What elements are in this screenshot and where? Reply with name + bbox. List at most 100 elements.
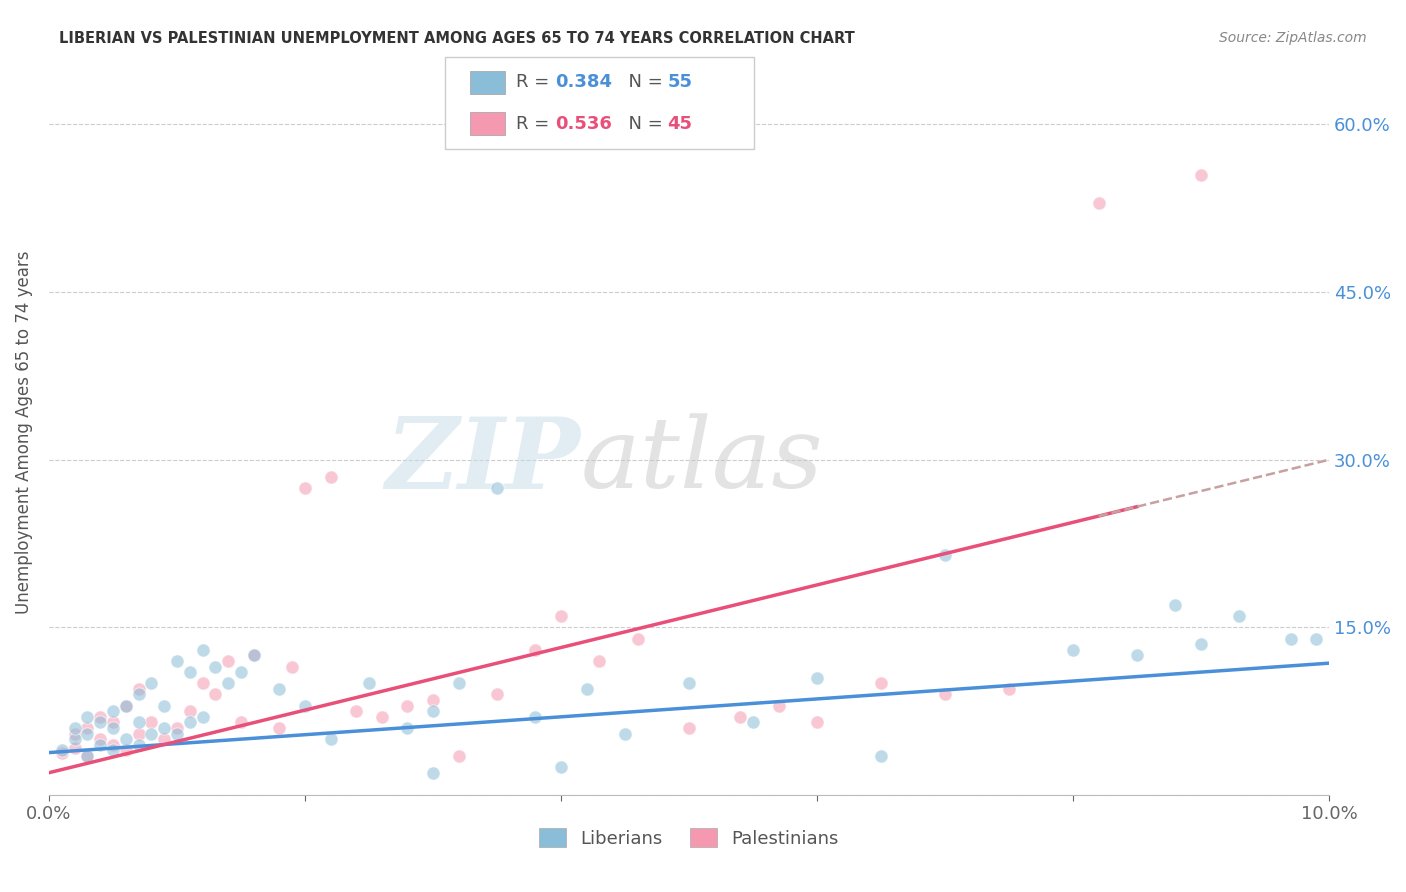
Point <box>1279 632 1302 646</box>
Text: R =: R = <box>516 115 555 133</box>
Point <box>76 710 98 724</box>
Point <box>51 743 73 757</box>
Point <box>191 642 214 657</box>
Point <box>179 715 201 730</box>
Point <box>934 548 956 562</box>
Point <box>294 698 316 713</box>
Point <box>166 721 188 735</box>
Point <box>678 676 700 690</box>
Point <box>269 721 291 735</box>
Point <box>998 681 1021 696</box>
Point <box>319 469 342 483</box>
Point <box>89 738 111 752</box>
Point <box>422 765 444 780</box>
Point <box>728 710 751 724</box>
Point <box>204 688 226 702</box>
Text: R =: R = <box>516 73 555 91</box>
Point <box>524 642 547 657</box>
Point <box>1189 168 1212 182</box>
Point <box>179 704 201 718</box>
Y-axis label: Unemployment Among Ages 65 to 74 years: Unemployment Among Ages 65 to 74 years <box>15 250 32 614</box>
Point <box>344 704 367 718</box>
Point <box>550 760 572 774</box>
Point <box>447 748 470 763</box>
Point <box>101 721 124 735</box>
Point <box>678 721 700 735</box>
Point <box>128 681 150 696</box>
Point <box>191 710 214 724</box>
Point <box>485 688 508 702</box>
Point <box>1164 598 1187 612</box>
Point <box>153 698 176 713</box>
Point <box>485 481 508 495</box>
Point <box>153 732 176 747</box>
Point <box>128 738 150 752</box>
Point <box>101 715 124 730</box>
Point <box>128 688 150 702</box>
Point <box>114 698 136 713</box>
Point <box>217 654 239 668</box>
Point <box>524 710 547 724</box>
Point <box>1189 637 1212 651</box>
Point <box>768 698 790 713</box>
Point <box>191 676 214 690</box>
Point <box>179 665 201 679</box>
Point <box>76 748 98 763</box>
Point <box>1305 632 1327 646</box>
Point <box>76 721 98 735</box>
Point <box>269 681 291 696</box>
Text: N =: N = <box>617 73 668 91</box>
Text: N =: N = <box>617 115 668 133</box>
Point <box>806 715 828 730</box>
Point <box>371 710 394 724</box>
Point <box>319 732 342 747</box>
Point <box>242 648 264 663</box>
Point <box>166 726 188 740</box>
Point <box>229 665 252 679</box>
Point <box>101 743 124 757</box>
Point <box>422 693 444 707</box>
Point <box>575 681 598 696</box>
Point <box>204 659 226 673</box>
Point <box>51 746 73 760</box>
Point <box>396 721 419 735</box>
Point <box>76 748 98 763</box>
Point <box>934 688 956 702</box>
Point <box>294 481 316 495</box>
Point <box>114 698 136 713</box>
Point <box>101 704 124 718</box>
Point <box>229 715 252 730</box>
Text: 0.384: 0.384 <box>555 73 612 91</box>
Text: 45: 45 <box>668 115 693 133</box>
Point <box>89 710 111 724</box>
Point <box>627 632 650 646</box>
Point <box>63 721 86 735</box>
Text: Source: ZipAtlas.com: Source: ZipAtlas.com <box>1219 31 1367 45</box>
Point <box>63 726 86 740</box>
Point <box>89 715 111 730</box>
Point <box>153 721 176 735</box>
Legend: Liberians, Palestinians: Liberians, Palestinians <box>531 822 846 855</box>
Point <box>550 609 572 624</box>
Text: atlas: atlas <box>581 413 823 508</box>
Point <box>447 676 470 690</box>
Point <box>89 732 111 747</box>
Point <box>141 715 163 730</box>
Point <box>242 648 264 663</box>
Text: LIBERIAN VS PALESTINIAN UNEMPLOYMENT AMONG AGES 65 TO 74 YEARS CORRELATION CHART: LIBERIAN VS PALESTINIAN UNEMPLOYMENT AMO… <box>59 31 855 46</box>
Point <box>870 676 893 690</box>
Point <box>114 732 136 747</box>
Point <box>128 715 150 730</box>
Point <box>588 654 610 668</box>
Text: 0.536: 0.536 <box>555 115 612 133</box>
Point <box>1229 609 1251 624</box>
Point <box>396 698 419 713</box>
Point <box>281 659 304 673</box>
Point <box>742 715 765 730</box>
Point <box>141 726 163 740</box>
Point <box>1062 642 1084 657</box>
Point <box>166 654 188 668</box>
Point <box>141 676 163 690</box>
Text: ZIP: ZIP <box>385 413 581 509</box>
Point <box>870 748 893 763</box>
